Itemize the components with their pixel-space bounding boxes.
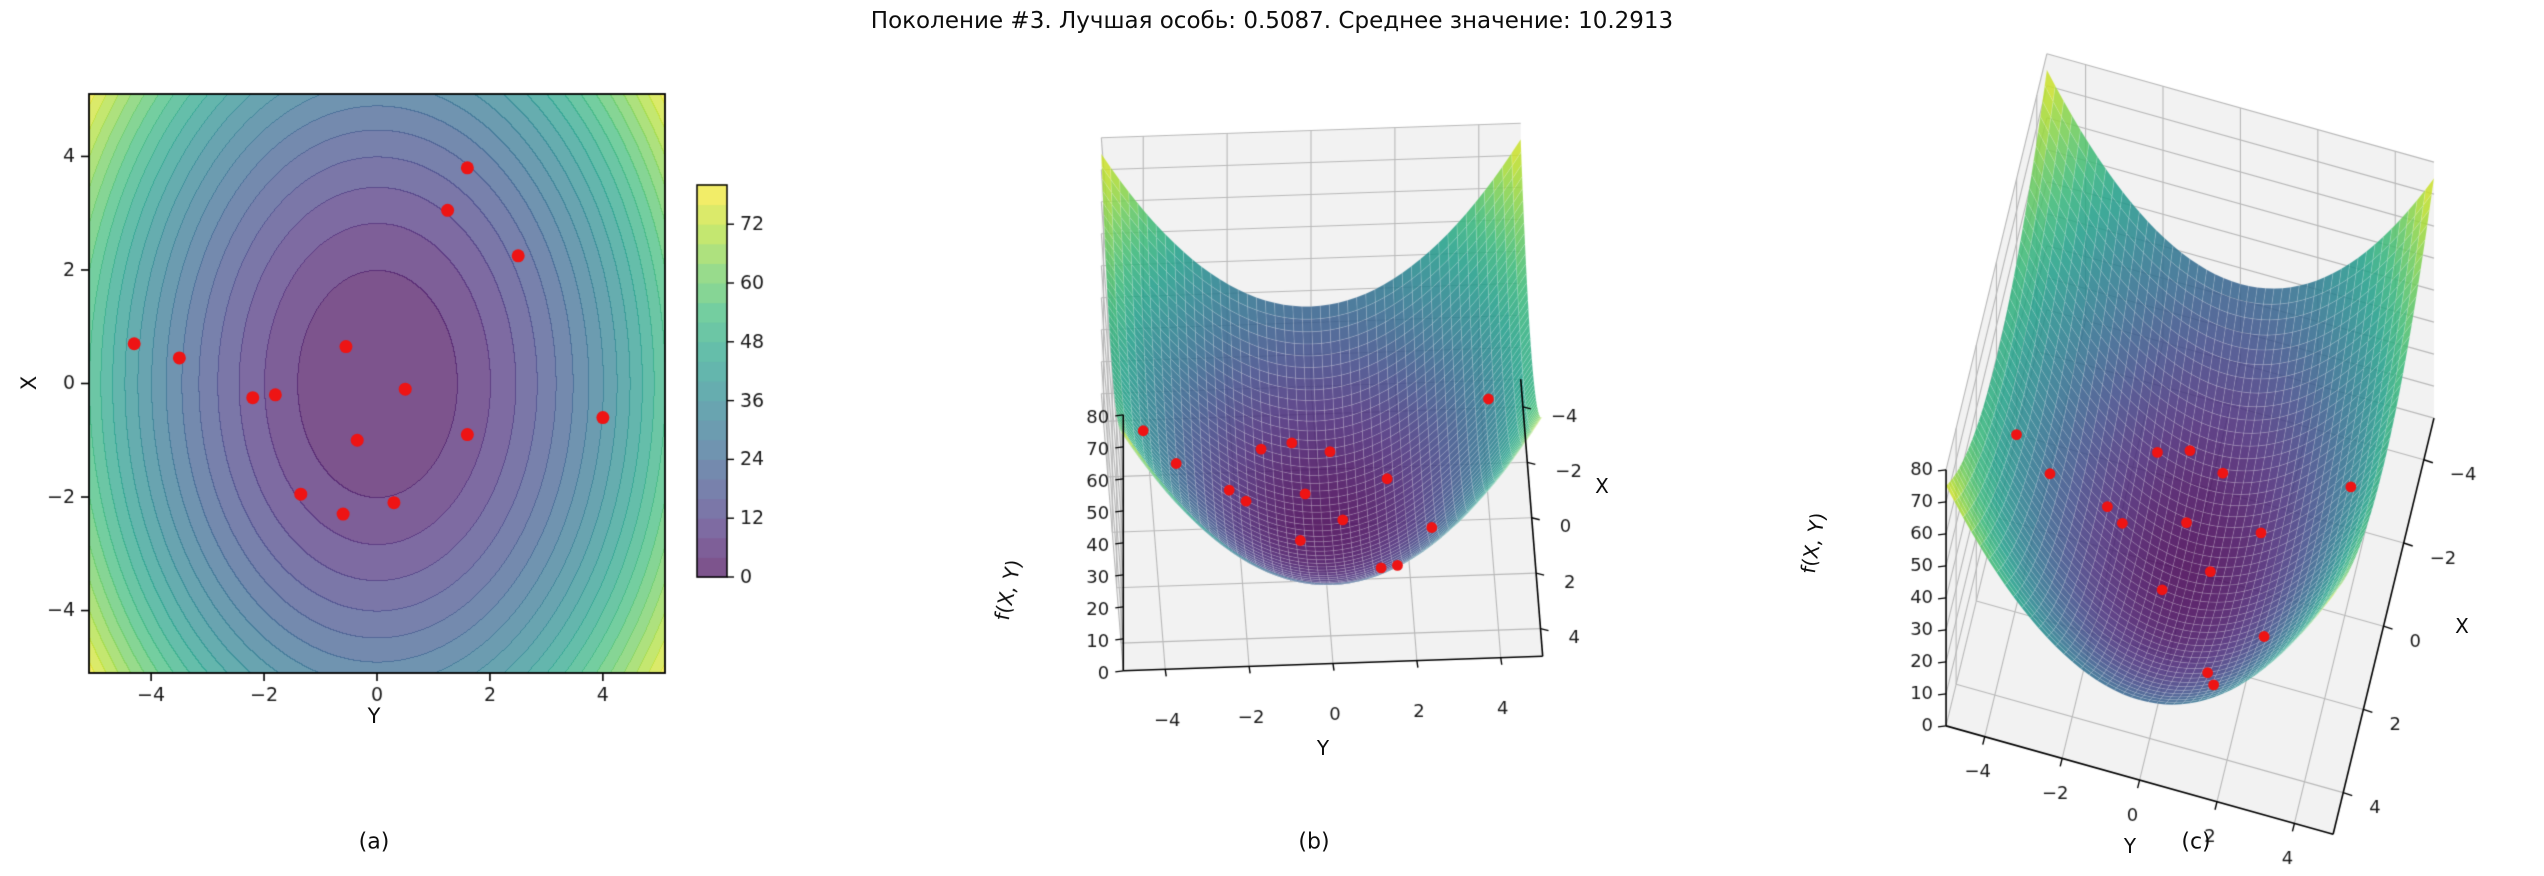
surface-b-ylabel: Y (1316, 736, 1330, 760)
figure-title: Поколение #3. Лучшая особь: 0.5087. Сред… (870, 8, 1674, 34)
surface-b-xlabel: X (1595, 474, 1609, 498)
contour-ylabel: X (17, 375, 41, 391)
contour-xlabel: Y (367, 704, 381, 728)
surface-c-ylabel: Y (2123, 834, 2137, 858)
caption-a: (a) (358, 829, 390, 855)
caption-c: (c) (2181, 829, 2211, 855)
caption-b: (b) (1298, 829, 1330, 855)
surface-c-xlabel: X (2455, 614, 2469, 638)
